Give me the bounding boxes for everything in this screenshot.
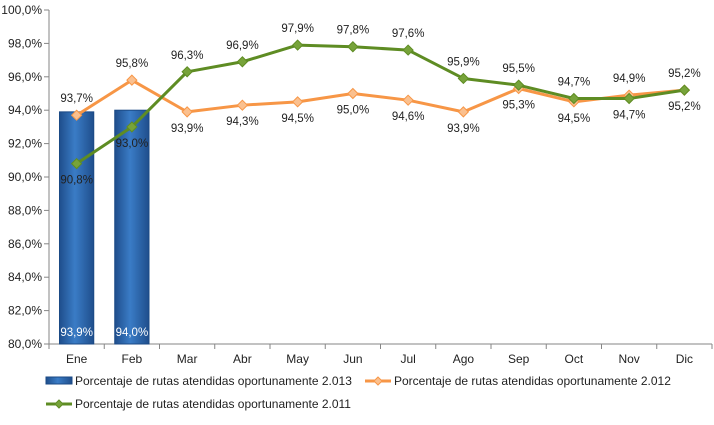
series-2011-point <box>347 41 359 53</box>
bar-2013 <box>114 109 150 345</box>
y-tick-label: 84,0% <box>8 270 42 284</box>
series-2011-data-label: 95,5% <box>502 63 535 75</box>
y-tick-label: 98,0% <box>8 36 42 50</box>
legend: Porcentaje de rutas atendidas oportuname… <box>45 374 671 411</box>
x-tick-label: Ene <box>66 352 88 366</box>
series-2011-point <box>457 72 470 85</box>
legend-entry-label: Porcentaje de rutas atendidas oportuname… <box>75 397 351 411</box>
series-2012-data-label: 93,7% <box>60 93 93 105</box>
series-2011-data-label: 96,3% <box>171 50 204 62</box>
legend-entry-label: Porcentaje de rutas atendidas oportuname… <box>75 374 352 388</box>
series-2011-point <box>181 66 193 78</box>
y-tick-label: 96,0% <box>8 70 42 84</box>
bar-data-label: 94,0% <box>116 327 149 339</box>
y-tick-label: 94,0% <box>8 103 42 117</box>
y-tick-label: 88,0% <box>8 203 42 217</box>
x-tick-label: Feb <box>122 352 143 366</box>
legend-swatch-marker <box>54 399 64 409</box>
x-tick-label: May <box>286 352 309 366</box>
legend-swatch-marker <box>373 376 383 386</box>
legend-entry-label: Porcentaje de rutas atendidas oportuname… <box>394 374 671 388</box>
line-series <box>70 39 691 170</box>
series-2012-data-label: 95,0% <box>337 105 370 117</box>
series-2012-data-label: 95,3% <box>502 99 535 111</box>
y-tick-label: 100,0% <box>1 3 42 17</box>
series-2012-point <box>236 99 249 111</box>
series-2012-data-label: 94,6% <box>392 111 425 123</box>
series-2011-point <box>70 157 83 170</box>
x-tick-label: Sep <box>508 352 530 366</box>
x-tick-label: Jul <box>400 352 415 366</box>
series-2012-data-label: 94,5% <box>558 113 591 125</box>
series-2011-point <box>236 56 249 68</box>
series-2012-data-label: 94,3% <box>226 116 259 128</box>
series-2012-point <box>402 94 414 106</box>
series-2011-point <box>623 92 635 105</box>
bar-data-label: 93,9% <box>60 327 93 339</box>
series-2011-data-label: 95,2% <box>668 68 701 80</box>
y-tick-label: 82,0% <box>8 304 42 318</box>
series-2011-data-label: 96,9% <box>226 40 259 52</box>
series-2011-data-label: 97,8% <box>337 25 370 37</box>
series-2011-data-label: 93,0% <box>116 138 149 150</box>
bar-2013 <box>58 111 95 345</box>
series-2012-point <box>181 106 193 118</box>
series-2012-data-label: 94,9% <box>613 73 646 85</box>
series-2011-data-label: 97,6% <box>392 28 425 40</box>
series-2012-data-label: 94,5% <box>281 113 314 125</box>
series-2012-point <box>70 109 83 121</box>
series-2011-point <box>126 121 138 133</box>
x-tick-label: Dic <box>676 352 693 366</box>
series-2011-data-label: 97,9% <box>281 23 314 35</box>
legend-swatch-2013 <box>45 376 73 385</box>
y-tick-label: 80,0% <box>8 337 42 351</box>
y-tick-label: 90,0% <box>8 170 42 184</box>
series-2012-point <box>291 96 304 108</box>
bar-series-2013 <box>58 109 150 345</box>
series-2012-point <box>126 74 138 86</box>
series-2011-point <box>291 39 304 51</box>
series-2012-data-label: 95,2% <box>668 101 701 113</box>
x-tick-label: Ago <box>453 352 475 366</box>
series-2011-point <box>678 84 691 96</box>
y-tick-label: 92,0% <box>8 137 42 151</box>
series-2011-data-label: 95,9% <box>447 56 480 68</box>
series-2011-data-label: 94,7% <box>558 77 591 89</box>
series-2011-point <box>568 92 580 105</box>
chart-axes: 80,0% 82,0% 84,0% 86,0% 88,0% 90,0% 92,0% 94,0%… <box>1 3 713 366</box>
x-tick-label: Mar <box>177 352 198 366</box>
data-labels: 93,9% 94,0% 93,7% 95,8% 93,9% 94,3% 94,5% 95,0%… <box>60 23 700 339</box>
series-2012-line <box>75 78 685 117</box>
series-2011-data-label: 94,7% <box>613 110 646 122</box>
x-tick-label: Jun <box>343 352 362 366</box>
x-tick-label: Abr <box>233 352 252 366</box>
series-2012-point <box>347 87 359 100</box>
series-2012-data-label: 95,8% <box>116 58 149 70</box>
x-tick-label: Oct <box>565 352 584 366</box>
series-2011-data-label: 90,8% <box>60 175 93 187</box>
y-tick-label: 86,0% <box>8 237 42 251</box>
series-2012-point <box>457 106 470 118</box>
series-2011-point <box>402 44 414 56</box>
series-2011-line <box>75 43 685 165</box>
series-2011-point <box>512 79 525 91</box>
series-2012-data-label: 93,9% <box>447 123 480 135</box>
series-2012-data-label: 93,9% <box>171 123 204 135</box>
x-tick-label: Nov <box>618 352 639 366</box>
